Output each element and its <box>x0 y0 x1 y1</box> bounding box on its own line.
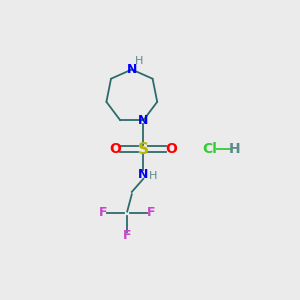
Text: F: F <box>147 206 156 219</box>
Text: N: N <box>138 114 148 127</box>
Text: H: H <box>229 142 240 156</box>
Text: H: H <box>149 171 157 181</box>
Text: N: N <box>127 63 137 76</box>
Text: H: H <box>134 56 143 66</box>
Text: F: F <box>99 206 107 219</box>
Text: O: O <box>165 142 177 156</box>
Text: S: S <box>138 142 149 157</box>
Text: N: N <box>138 168 148 181</box>
Text: Cl: Cl <box>202 142 217 156</box>
Text: F: F <box>123 229 131 242</box>
Text: O: O <box>110 142 122 156</box>
